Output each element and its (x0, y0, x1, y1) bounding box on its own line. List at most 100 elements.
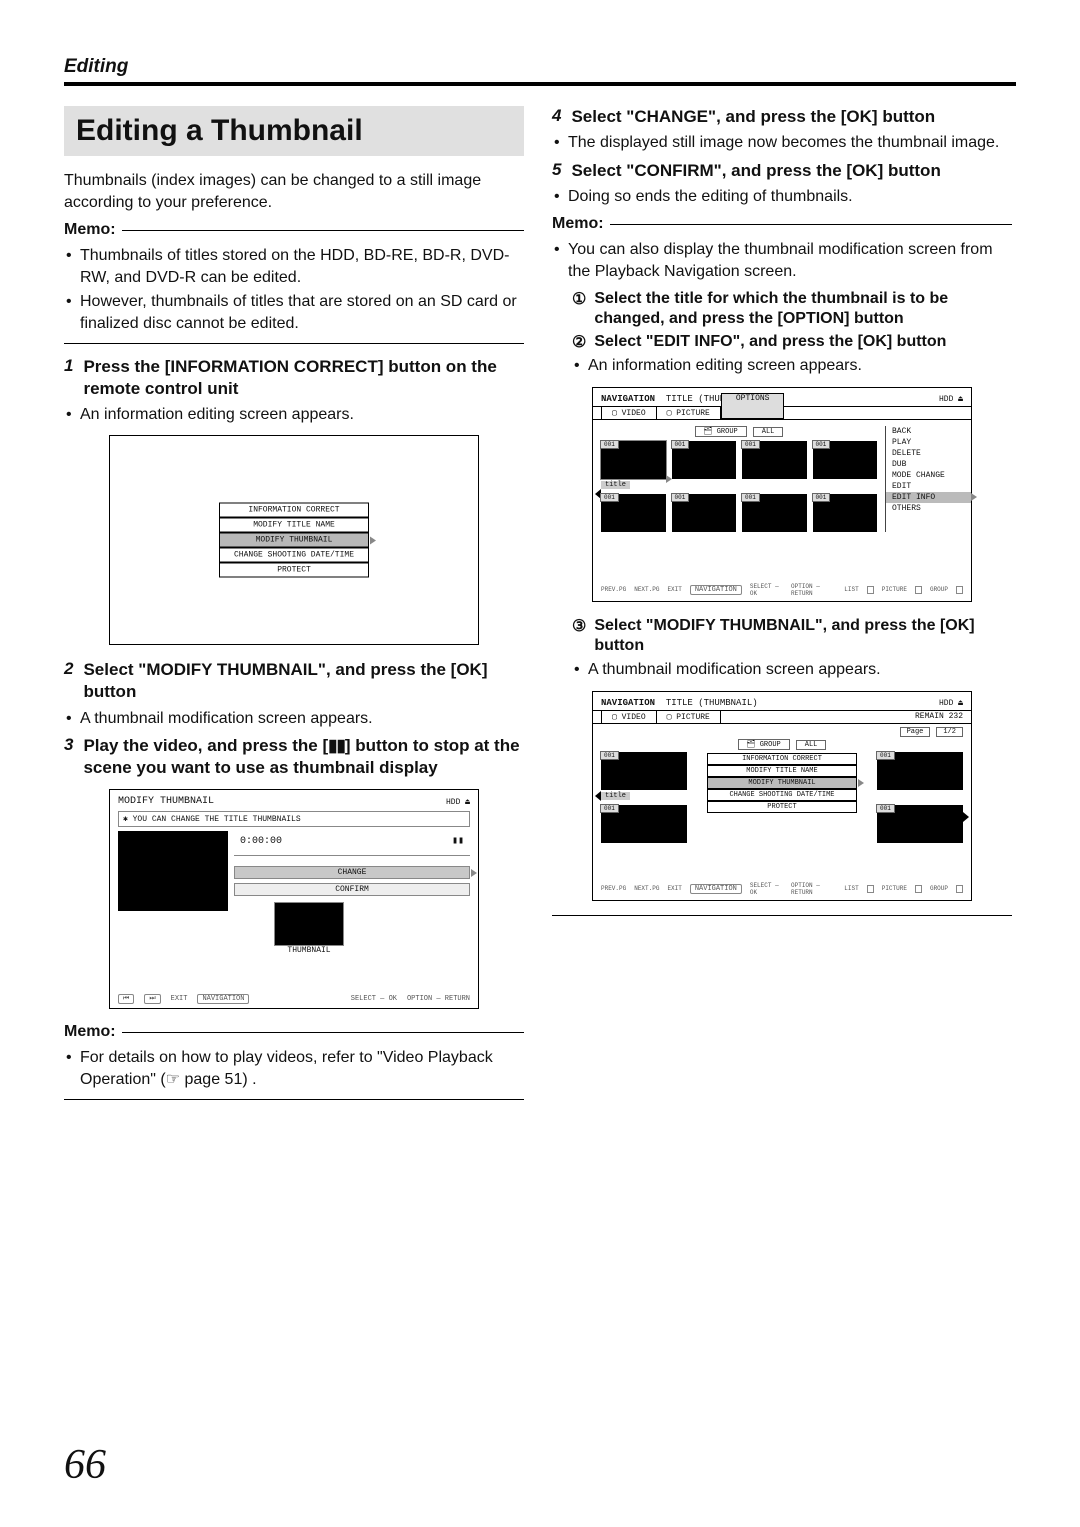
note-item: A thumbnail modification screen appears. (572, 659, 1012, 681)
thumbnail-tile: 001 (813, 441, 878, 479)
menu-item: CHANGE SHOOTING DATE/TIME (219, 548, 369, 563)
page-value: 1/2 (936, 727, 963, 737)
intro-text: Thumbnails (index images) can be changed… (64, 170, 524, 213)
note-item: Doing so ends the editing of thumbnails. (552, 186, 1012, 208)
menu-item: INFORMATION CORRECT (219, 503, 369, 518)
nav-key: NAVIGATION (197, 994, 249, 1004)
options-header: OPTIONS (721, 393, 785, 419)
substep-2: ② Select "EDIT INFO", and press the [OK]… (572, 332, 1012, 353)
remain-label: REMAIN 232 (907, 711, 971, 723)
substep-text: Select "MODIFY THUMBNAIL", and press the… (594, 616, 1012, 658)
step-text: Select "CHANGE", and press the [OK] butt… (571, 106, 935, 128)
content-columns: Editing a Thumbnail Thumbnails (index im… (64, 106, 1016, 1112)
figure-navigation-options: NAVIGATION TITLE (THUMBNAIL) HDD ⏏ ▢ VID… (592, 387, 972, 602)
page-number: 66 (64, 1441, 106, 1489)
figure-navigation-modify-menu: NAVIGATION TITLE (THUMBNAIL) HDD ⏏ ▢ VID… (592, 691, 972, 901)
step-number: 5 (552, 160, 561, 182)
note-item: An information editing screen appears. (64, 404, 524, 426)
title-label: title (601, 792, 630, 800)
step-4: 4 Select "CHANGE", and press the [OK] bu… (552, 106, 1012, 128)
note-item: An information editing screen appears. (572, 355, 1012, 377)
select-label: SELECT — OK (351, 995, 397, 1003)
step-5: 5 Select "CONFIRM", and press the [OK] b… (552, 160, 1012, 182)
step-3: 3 Play the video, and press the [▮▮] but… (64, 735, 524, 779)
right-column: 4 Select "CHANGE", and press the [OK] bu… (552, 106, 1012, 1112)
memo-list: Thumbnails of titles stored on the HDD, … (64, 245, 524, 334)
menu-item: BACK (886, 426, 971, 437)
memo-list: For details on how to play videos, refer… (64, 1047, 524, 1090)
menu-item: DELETE (886, 448, 971, 459)
next-key: ⏭ (144, 994, 160, 1004)
step-note: A thumbnail modification screen appears. (64, 708, 524, 730)
memo-item: You can also display the thumbnail modif… (552, 239, 1012, 282)
step-number: 3 (64, 735, 73, 779)
step-number: 1 (64, 356, 73, 400)
hdd-badge: HDD ⏏ (939, 698, 963, 708)
thumbnail-tile: 001 (601, 441, 666, 479)
thumbnail-tile: 001 (601, 494, 666, 532)
menu-item: CHANGE SHOOTING DATE/TIME (707, 789, 857, 801)
thumbnail-preview (274, 902, 344, 946)
step-text: Select "MODIFY THUMBNAIL", and press the… (83, 659, 524, 703)
thumbnail-tile: 001 (742, 494, 807, 532)
thumbnail-tile: 001 (601, 805, 687, 843)
circled-number: ② (572, 332, 586, 353)
menu-item: EDIT (886, 481, 971, 492)
hdd-badge: HDD ⏏ (446, 797, 470, 807)
change-button: CHANGE (234, 866, 470, 879)
fig-footer: PREV.PG NEXT.PG EXIT NAVIGATION SELECT —… (601, 583, 963, 597)
memo-label: Memo: (552, 215, 604, 233)
step-text: Select "CONFIRM", and press the [OK] but… (571, 160, 940, 182)
thumbnail-tile: 001 (672, 441, 737, 479)
memo-item: For details on how to play videos, refer… (64, 1047, 524, 1090)
step-text: Press the [INFORMATION CORRECT] button o… (83, 356, 524, 400)
fig-subheader: ✱ YOU CAN CHANGE THE TITLE THUMBNAILS (118, 811, 470, 827)
substep-note: An information editing screen appears. (572, 355, 1012, 377)
circled-number: ① (572, 289, 586, 331)
tab-video: ▢ VIDEO (601, 407, 657, 419)
video-preview (118, 831, 228, 911)
figure-info-correct-menu: INFORMATION CORRECT MODIFY TITLE NAME MO… (109, 435, 479, 645)
memo-end-rule (64, 1099, 524, 1100)
step-number: 2 (64, 659, 73, 703)
menu-item-highlighted: EDIT INFO (886, 492, 971, 503)
substep-text: Select "EDIT INFO", and press the [OK] b… (594, 332, 946, 353)
memo-divider: Memo: (64, 221, 524, 239)
menu-item-highlighted: MODIFY THUMBNAIL (219, 533, 369, 548)
thumbnail-tile: 001 (601, 752, 687, 790)
confirm-button: CONFIRM (234, 883, 470, 896)
title-bar: Editing a Thumbnail (64, 106, 524, 156)
circled-number: ③ (572, 616, 586, 658)
title-label: title (601, 481, 630, 489)
menu-item: INFORMATION CORRECT (707, 753, 857, 765)
memo-divider: Memo: (64, 1023, 524, 1041)
exit-label: EXIT (171, 995, 188, 1003)
menu-item: PLAY (886, 437, 971, 448)
menu-item: MODE CHANGE (886, 470, 971, 481)
tab-picture: ▢ PICTURE (657, 407, 721, 419)
note-item: The displayed still image now becomes th… (552, 132, 1012, 154)
fig-footer: ⏮ ⏭ EXIT NAVIGATION SELECT — OK OPTION —… (118, 994, 470, 1004)
thumbnail-label: THUMBNAIL (274, 946, 344, 955)
thumbnail-tile: 001 (813, 494, 878, 532)
prev-key: ⏮ (118, 994, 134, 1004)
memo-divider: Memo: (552, 215, 1012, 233)
menu-item: OTHERS (886, 503, 971, 514)
menu-item: MODIFY TITLE NAME (219, 518, 369, 533)
all-cell: ALL (753, 427, 784, 437)
memo-item: Thumbnails of titles stored on the HDD, … (64, 245, 524, 288)
all-cell: ALL (796, 740, 827, 750)
substep-1: ① Select the title for which the thumbna… (572, 289, 1012, 331)
menu-item: DUB (886, 459, 971, 470)
step-1: 1 Press the [INFORMATION CORRECT] button… (64, 356, 524, 400)
left-column: Editing a Thumbnail Thumbnails (index im… (64, 106, 524, 1112)
nav-label: NAVIGATION (601, 394, 655, 404)
memo-list: You can also display the thumbnail modif… (552, 239, 1012, 282)
tab-video: ▢ VIDEO (601, 711, 657, 723)
thumbnail-tile: 001 (742, 441, 807, 479)
step-text: Play the video, and press the [▮▮] butto… (83, 735, 524, 779)
hdd-badge: HDD ⏏ (939, 394, 963, 404)
options-menu: BACK PLAY DELETE DUB MODE CHANGE EDIT ED… (885, 426, 971, 532)
pause-icon: ▮▮ (452, 835, 464, 847)
pause-icon: ▮▮ (328, 735, 345, 757)
